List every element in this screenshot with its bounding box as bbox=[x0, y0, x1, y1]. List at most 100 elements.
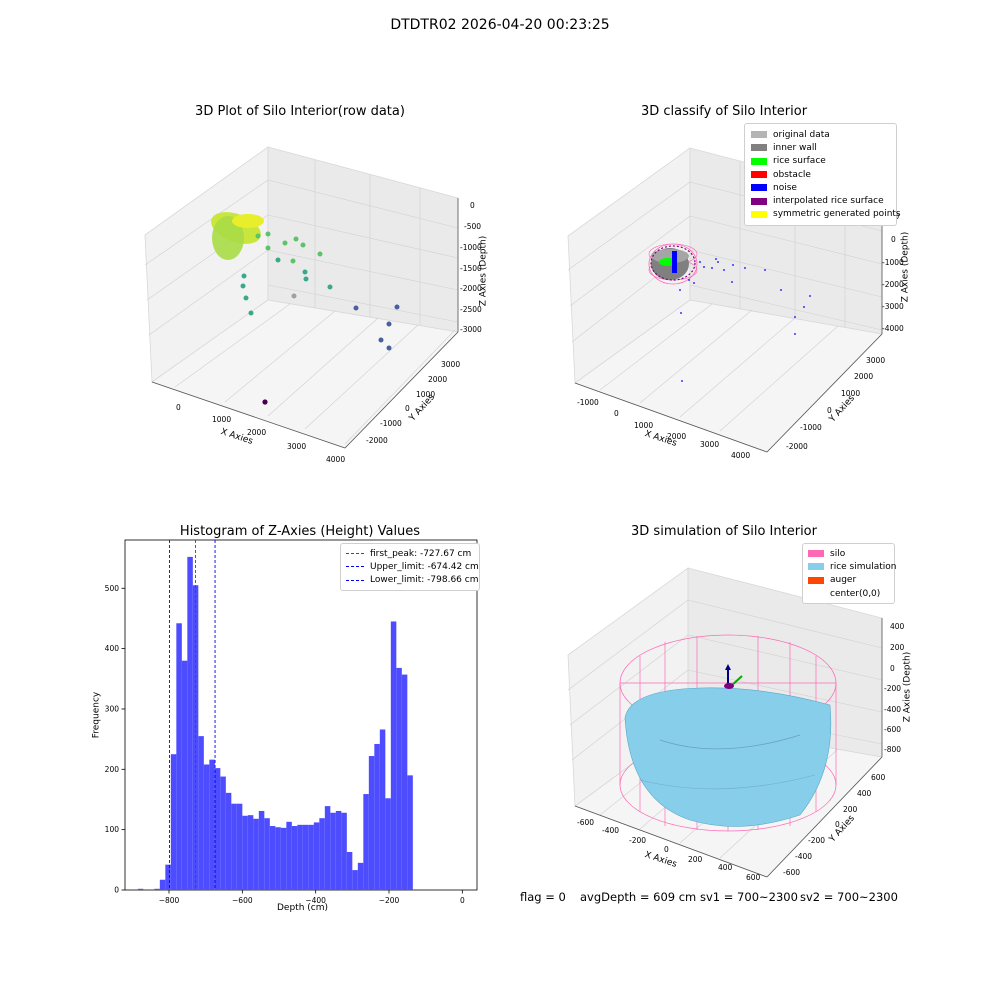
classify-xtick: 3000 bbox=[700, 440, 720, 449]
histogram-bar bbox=[236, 803, 243, 890]
legend-label: center(0,0) bbox=[830, 588, 881, 599]
raw-ztick: -2500 bbox=[460, 305, 482, 314]
histogram-bar bbox=[291, 826, 298, 890]
histogram-bar bbox=[214, 768, 221, 890]
sim-xtick: -600 bbox=[577, 818, 595, 827]
histogram-bar bbox=[242, 815, 248, 890]
histogram-bar bbox=[154, 888, 160, 890]
histogram-bar bbox=[302, 824, 309, 890]
raw-ztick: -3000 bbox=[460, 325, 482, 334]
histogram-bar bbox=[324, 806, 331, 890]
legend-swatch bbox=[751, 144, 767, 152]
legend-item-center: center(0,0) bbox=[808, 587, 889, 600]
histogram-bar bbox=[335, 810, 342, 890]
sim-ztick: -800 bbox=[884, 745, 902, 754]
histogram-bar bbox=[407, 775, 413, 890]
legend-label: silo bbox=[830, 548, 846, 559]
sim-xtick: 0 bbox=[664, 845, 669, 854]
legend-swatch bbox=[751, 197, 767, 205]
legend-swatch bbox=[751, 184, 767, 192]
histogram-ytick-label: 500 bbox=[105, 584, 120, 593]
histogram-xtick-label: 0 bbox=[460, 896, 465, 905]
sim-ytick: -400 bbox=[795, 852, 813, 861]
histogram-bar bbox=[385, 798, 391, 890]
raw-ytick: -1000 bbox=[380, 419, 402, 428]
legend-line bbox=[346, 553, 364, 555]
legend-item-lower-limit: Lower_limit: -798.66 cm bbox=[346, 574, 478, 587]
sim-ytick: 200 bbox=[843, 805, 858, 814]
legend-label: rice surface bbox=[773, 156, 826, 167]
histogram-bar bbox=[220, 776, 226, 890]
legend-line bbox=[346, 579, 364, 581]
histogram-bar bbox=[396, 667, 402, 890]
histogram-bar bbox=[231, 803, 237, 890]
classify-ztick: 0 bbox=[891, 235, 896, 244]
histogram-bar bbox=[275, 827, 281, 890]
sim-ztick: 200 bbox=[890, 643, 905, 652]
histogram-bar bbox=[187, 556, 193, 890]
histogram-title: Histogram of Z-Axies (Height) Values bbox=[179, 524, 421, 539]
legend-label: noise bbox=[773, 182, 797, 193]
sim-ytick: 600 bbox=[871, 773, 886, 782]
histogram-bar bbox=[308, 824, 314, 890]
sim-ytick: -200 bbox=[808, 836, 826, 845]
histogram-xtick-label: −200 bbox=[379, 896, 400, 905]
sim-ztick: -200 bbox=[884, 684, 902, 693]
legend-item-original-data: original data bbox=[751, 128, 890, 141]
legend-item-inner-wall: inner wall bbox=[751, 141, 890, 154]
status-sv1: sv1 = 700~2300 bbox=[700, 890, 798, 904]
classify-xtick: 0 bbox=[614, 409, 619, 418]
legend-label: inner wall bbox=[773, 142, 817, 153]
histogram-bar bbox=[209, 759, 215, 890]
sim-ytick: 400 bbox=[857, 789, 872, 798]
histogram-ytick-label: 0 bbox=[114, 886, 119, 895]
histogram-bar bbox=[159, 879, 166, 890]
legend-swatch bbox=[808, 576, 824, 584]
legend-swatch bbox=[751, 210, 767, 218]
histogram-bar bbox=[258, 810, 265, 890]
classify-legend: original data inner wall rice surface ob… bbox=[744, 123, 901, 227]
legend-item-rice-simulation: rice simulation bbox=[808, 560, 896, 573]
histogram-bar bbox=[357, 862, 364, 890]
raw-ytick: 1000 bbox=[416, 390, 436, 399]
legend-line bbox=[346, 566, 364, 568]
legend-item-silo: silo bbox=[808, 547, 889, 560]
simulation-title: 3D simulation of Silo Interior bbox=[631, 524, 817, 539]
legend-swatch bbox=[808, 563, 824, 571]
classify-ztick: -4000 bbox=[882, 324, 904, 333]
histogram-ytick-label: 200 bbox=[105, 765, 120, 774]
classify-ztick: -1000 bbox=[882, 258, 904, 267]
legend-label: Upper_limit: -674.42 cm bbox=[370, 561, 479, 572]
histogram-ytick-label: 400 bbox=[105, 644, 120, 653]
histogram-bar bbox=[280, 827, 287, 890]
legend-swatch bbox=[751, 171, 767, 179]
status-flag: flag = 0 bbox=[520, 890, 566, 904]
raw-ytick: 0 bbox=[405, 404, 410, 413]
sim-ytick: -600 bbox=[783, 868, 801, 877]
classify-ytick: -1000 bbox=[800, 423, 822, 432]
raw-xtick: 1000 bbox=[212, 415, 232, 424]
raw-ztick: -1000 bbox=[460, 243, 482, 252]
figure-title: DTDTR02 2026-04-20 00:23:25 bbox=[390, 17, 610, 33]
classify-xtick: 4000 bbox=[731, 451, 751, 460]
histogram-xlabel: Depth (cm) bbox=[277, 903, 329, 913]
sim-xtick: -200 bbox=[629, 836, 647, 845]
raw-plot-title: 3D Plot of Silo Interior(row data) bbox=[195, 104, 405, 119]
histogram-bar bbox=[379, 729, 386, 890]
raw-xtick: 2000 bbox=[247, 428, 267, 437]
legend-label: first_peak: -727.67 cm bbox=[370, 548, 472, 559]
legend-label: interpolated rice surface bbox=[773, 196, 884, 207]
legend-item-noise: noise bbox=[751, 181, 890, 194]
legend-item-auger: auger bbox=[808, 574, 889, 587]
histogram-bar bbox=[330, 812, 336, 890]
histogram-bar bbox=[352, 870, 358, 890]
histogram-legend: first_peak: -727.67 cm Upper_limit: -674… bbox=[340, 543, 480, 591]
raw-xtick: 4000 bbox=[326, 455, 346, 464]
sim-ztick: 0 bbox=[890, 664, 895, 673]
classify-ztick: -3000 bbox=[882, 302, 904, 311]
sim-xtick: 200 bbox=[688, 855, 703, 864]
legend-item-rice-surface: rice surface bbox=[751, 155, 890, 168]
raw-ztick: -1500 bbox=[460, 264, 482, 273]
